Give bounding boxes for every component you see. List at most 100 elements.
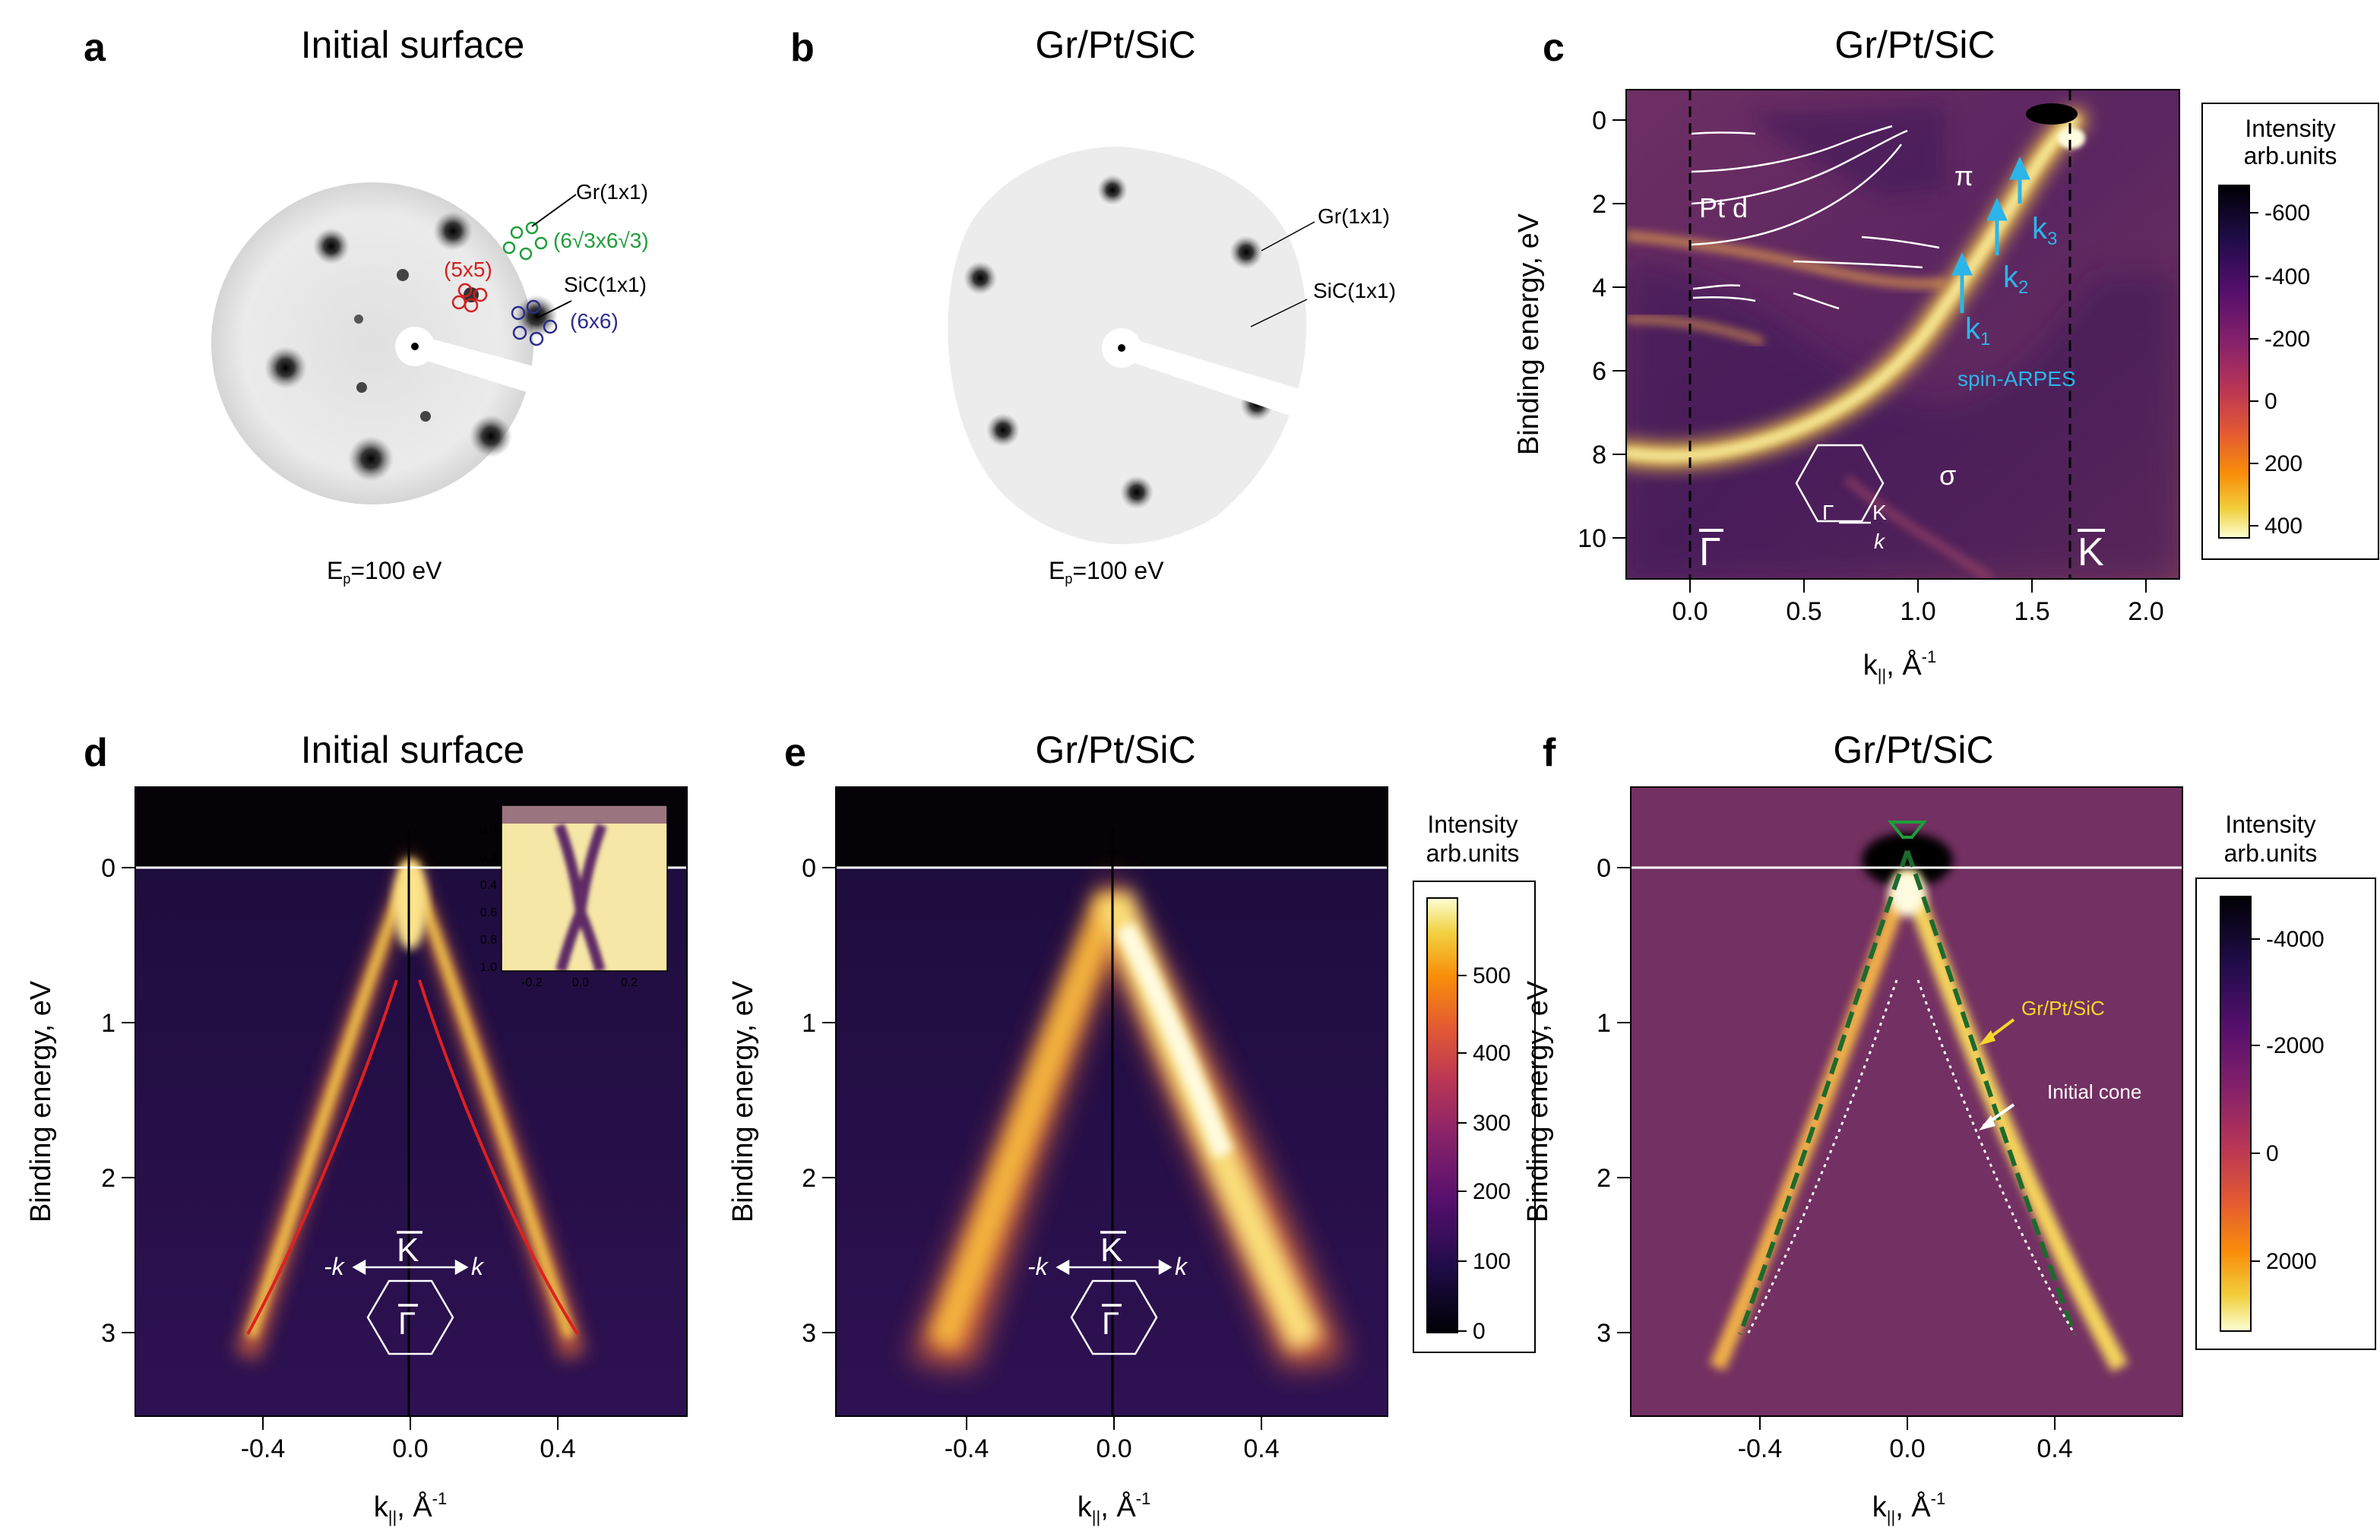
inset-y-tick-label: 0.6 (480, 906, 497, 919)
leed-pattern (948, 147, 1315, 545)
x-axis-label: k||, Å-1 (1872, 1489, 1945, 1526)
leed-spot (1097, 175, 1128, 205)
leed-center (1118, 344, 1125, 352)
guide-line (1861, 236, 1940, 249)
panel-title: Gr/Pt/SiC (1035, 24, 1195, 66)
inset-cone (554, 823, 607, 971)
guide-line (1691, 131, 1756, 135)
x-tick-label: 0.0 (1672, 597, 1707, 626)
dirac-bright-spot (2058, 128, 2085, 149)
label-pi: π (1954, 160, 1973, 191)
panel-letter: f (1543, 731, 1556, 775)
cone-glow (236, 851, 585, 1360)
y-tick-label: 0 (101, 854, 116, 883)
y-tick-label: 3 (1597, 1319, 1611, 1348)
arpes-map-c (1626, 90, 2179, 579)
axes-f: 0 1 2 3 -0.4 0.0 0.4 (1597, 854, 2073, 1463)
ring-marker-5x5 (457, 283, 473, 298)
axes-c: 0 2 4 6 8 10 0.0 0.5 1.0 1.5 2.0 (1578, 106, 2163, 626)
inset-k-direction: k (1874, 530, 1886, 553)
label-gr-pt-sic: Gr/Pt/SiC (2021, 997, 2105, 1020)
colorbar-subtitle: arb.units (2224, 840, 2318, 867)
fit-line-left (246, 979, 398, 1335)
inset-x-tick-label: -0.2 (521, 976, 543, 989)
colorbar-ticks: -600 -400 -200 0 200 400 (2249, 201, 2310, 539)
colorbar-tick-label: 200 (1473, 1179, 1511, 1204)
y-axis-label: Binding energy, eV (727, 980, 759, 1222)
cone-glow (912, 874, 1345, 1368)
inset-frame (501, 805, 668, 972)
bz-gamma: Γ (1102, 1305, 1119, 1341)
inset-y-tick-label: 0.8 (480, 934, 497, 947)
x-axis-label: k||, Å-1 (1863, 647, 1936, 685)
sigma-band (1844, 476, 1993, 579)
bz-hexagon (1070, 1279, 1158, 1355)
guide-line (1691, 129, 1908, 205)
y-tick-label: 2 (1592, 190, 1606, 219)
panel-b: b Gr/Pt/SiC Gr(1x1) SiC(1x1) Ep=100 eV (790, 24, 1396, 587)
pt-d-band (1626, 315, 1764, 346)
leed-gun-arm (419, 337, 625, 419)
inset-y-tick-label: 0.4 (480, 879, 497, 892)
leed-spot (348, 436, 394, 482)
panel-title: Gr/Pt/SiC (1833, 729, 1993, 771)
label-k2: k2 (2003, 261, 2028, 298)
y-tick-label: 2 (802, 1164, 816, 1193)
ring-marker-6root3 (502, 241, 516, 255)
dirac-point-glow (394, 859, 427, 950)
cone-branch-left (245, 864, 416, 1339)
initial-cone-arrow-head (1979, 1115, 1995, 1130)
leed-spot (964, 261, 997, 295)
guide-line (1692, 284, 1741, 290)
leed-spot (515, 295, 558, 337)
leed-pattern (211, 182, 625, 504)
bz-arrow-head-right (454, 1259, 469, 1276)
leed-spot (420, 411, 431, 422)
x-axis-label: k||, Å-1 (1078, 1489, 1150, 1526)
panel-letter: e (784, 731, 806, 775)
colorbar-tick-label: 100 (1473, 1249, 1511, 1274)
colorbar-tick-label: -400 (2264, 264, 2310, 289)
y-axis-label: Binding energy, eV (25, 980, 57, 1222)
cone-bright-region (1116, 922, 1233, 1159)
colorbar-ticks: 500 400 300 200 100 0 (1457, 963, 1511, 1344)
colorbar-tick-label: 500 (1473, 963, 1511, 988)
inset-top-band (502, 805, 667, 824)
bz-arrow-head-left (1055, 1259, 1070, 1276)
colorbar-tick-label: 400 (2264, 514, 2302, 539)
fit-line-right (418, 979, 579, 1336)
panel-letter: d (84, 731, 108, 775)
label-5x5: (5x5) (444, 258, 492, 281)
ring-marker-6x6 (512, 325, 527, 340)
label-pt-d: Pt d (1699, 192, 1748, 223)
colorbar-subtitle: arb.units (2244, 142, 2337, 169)
label-k-bar: K (2078, 530, 2104, 574)
bz-hexagon (1795, 444, 1885, 523)
guide-line (1691, 144, 1902, 246)
x-tick-label: 1.5 (2014, 597, 2049, 626)
pt-d-band (1626, 231, 1946, 289)
panel-c: c Gr/Pt/SiC (1513, 24, 2379, 685)
gr-pt-sic-fit-left (1738, 850, 1910, 1336)
colorbar-tick-label: 0 (2266, 1141, 2279, 1166)
bz-hexagon (366, 1279, 454, 1355)
colorbar-tick-label: -600 (2264, 201, 2310, 226)
label-6x6: (6x6) (570, 309, 619, 333)
y-tick-label: 0 (1592, 106, 1606, 135)
arpes-map-e (836, 787, 1388, 1416)
label-k3: k3 (2032, 212, 2057, 249)
guide-line (1793, 292, 1840, 310)
colorbar-e: Intensity arb.units 500 400 300 200 100 0 (1413, 811, 1536, 1353)
colorbar-title: Intensity (1427, 811, 1518, 838)
colorbar-title: Intensity (2225, 811, 2315, 838)
x-tick-label: 0.0 (392, 1434, 428, 1463)
colorbar-tick-label: -200 (2264, 327, 2310, 352)
leed-spot (986, 413, 1020, 447)
bz-inset (1795, 444, 1885, 524)
panel-letter: c (1543, 26, 1565, 70)
y-tick-label: 0 (802, 854, 816, 883)
ring-marker-6root3 (534, 236, 548, 250)
x-tick-label: 2.0 (2128, 597, 2163, 626)
leader-line (531, 194, 577, 227)
colorbar-frame (2201, 103, 2379, 560)
